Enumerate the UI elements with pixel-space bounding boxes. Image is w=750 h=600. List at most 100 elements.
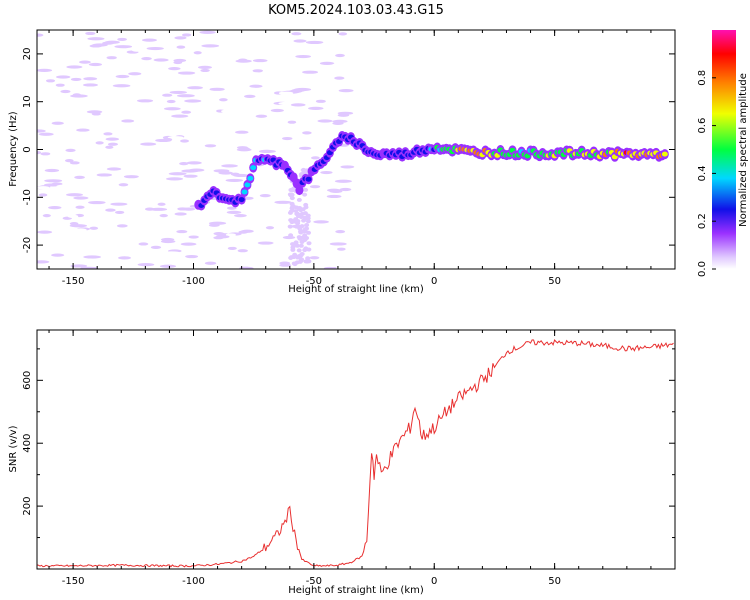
spectrogram-speckle bbox=[141, 57, 152, 61]
spectrogram-speckle bbox=[70, 264, 88, 268]
spectrogram-speckle bbox=[74, 228, 87, 232]
spectrogram-speckle bbox=[287, 120, 297, 124]
y-tick-label: 400 bbox=[22, 434, 33, 453]
spectrogram-speckle bbox=[299, 224, 305, 229]
spectrogram-speckle bbox=[302, 248, 308, 253]
spectrogram-speckle bbox=[163, 107, 181, 111]
spectrogram-speckle bbox=[167, 146, 185, 150]
spectrogram-speckle bbox=[287, 210, 293, 215]
spectrogram-speckle bbox=[289, 123, 305, 128]
spectrogram-speckle bbox=[338, 89, 354, 93]
colorbar-tick-label: 0.4 bbox=[697, 165, 708, 181]
spectrogram-speckle bbox=[298, 172, 304, 177]
spectrogram-speckle bbox=[81, 124, 90, 128]
spectrogram-speckle bbox=[123, 175, 139, 179]
spectrogram-speckle bbox=[213, 231, 225, 236]
spectrogram-speckle bbox=[238, 58, 248, 62]
spectrogram-speckle bbox=[103, 132, 113, 136]
spectrogram-speckle bbox=[138, 183, 156, 187]
colorbar-tick-label: 0.0 bbox=[697, 261, 708, 277]
spectrogram-ridge-cell bbox=[661, 151, 668, 157]
spectrogram-speckle bbox=[132, 145, 147, 149]
spectrogram-speckle bbox=[301, 74, 311, 78]
spectrogram-speckle bbox=[176, 94, 195, 98]
y-tick-label: -20 bbox=[22, 237, 33, 253]
x-tick-label: -150 bbox=[62, 276, 85, 287]
spectrogram-speckle bbox=[157, 202, 166, 206]
snr-x-label: Height of straight line (km) bbox=[288, 585, 424, 596]
spectrogram-speckle bbox=[337, 113, 350, 117]
spectrogram-speckle bbox=[250, 106, 268, 110]
spectrogram-speckle bbox=[69, 224, 88, 228]
spectrogram-speckle bbox=[159, 264, 177, 268]
spectrogram-speckle bbox=[114, 210, 125, 215]
spectrogram-speckle bbox=[251, 263, 264, 268]
spectrogram-speckle bbox=[293, 205, 299, 210]
spectrogram-speckle bbox=[226, 206, 237, 210]
spectrogram-speckle bbox=[50, 219, 60, 223]
spectrogram-speckle bbox=[162, 93, 173, 97]
x-tick-label: -50 bbox=[306, 276, 322, 287]
spectrogram-speckle bbox=[289, 196, 295, 201]
spectrogram-speckle bbox=[169, 90, 187, 95]
spectrogram-speckle bbox=[304, 122, 321, 126]
spectrogram-speckle bbox=[201, 44, 220, 48]
spectrogram-speckle bbox=[73, 196, 89, 200]
spectrogram-speckle bbox=[223, 175, 233, 179]
spectrogram-speckle bbox=[211, 161, 230, 166]
colorbar: 0.0 0.2 0.4 0.6 0.8 Normalized spectral ampl… bbox=[697, 30, 749, 277]
spectrogram-speckle bbox=[221, 164, 238, 168]
spectrogram-speckle bbox=[146, 46, 164, 51]
spectrogram-speckle bbox=[121, 119, 135, 123]
spectrogram-speckle bbox=[289, 192, 295, 197]
spectrogram-ridge-cell bbox=[238, 197, 245, 203]
spectrogram-speckle bbox=[301, 229, 307, 234]
spectrogram-speckle bbox=[241, 45, 257, 49]
spectrogram-speckle bbox=[258, 229, 275, 233]
spectrogram-speckle bbox=[105, 208, 116, 212]
spectrogram-speckle bbox=[337, 247, 346, 251]
spectrogram-speckle bbox=[288, 218, 294, 223]
spectrogram-speckle bbox=[128, 72, 142, 76]
spectrogram-speckle bbox=[336, 266, 351, 269]
spectrogram-speckle bbox=[52, 228, 67, 233]
spectrogram-speckle bbox=[95, 141, 104, 145]
spectrogram-speckle bbox=[338, 32, 348, 36]
spectrogram-speckle bbox=[227, 246, 237, 250]
spectrogram-speckle bbox=[83, 77, 98, 81]
spectrogram-speckle bbox=[288, 233, 294, 238]
spectrogram-speckle bbox=[105, 145, 114, 149]
spectrogram-speckle bbox=[56, 56, 66, 61]
spectrogram-speckle bbox=[279, 263, 292, 267]
spectrogram-speckle bbox=[37, 186, 50, 190]
spectrogram-speckle bbox=[159, 214, 168, 218]
spectrogram-speckle bbox=[179, 162, 189, 166]
spectrogram-speckle bbox=[302, 238, 308, 243]
spectrogram-speckle bbox=[308, 106, 324, 110]
spectrogram-speckle bbox=[106, 167, 122, 171]
spectrogram-speckle bbox=[332, 119, 348, 123]
spectrogram-speckle bbox=[290, 242, 296, 247]
spectrogram-speckle bbox=[228, 110, 245, 115]
spectrogram-speckle bbox=[337, 224, 347, 229]
spectrogram-speckle bbox=[83, 83, 98, 87]
spectrogram-speckle bbox=[85, 31, 96, 36]
spectrogram-speckle bbox=[76, 128, 90, 132]
spectrogram-speckle bbox=[193, 51, 202, 55]
spectrogram-speckle bbox=[299, 211, 305, 216]
spectrogram-speckle bbox=[313, 220, 329, 224]
spectrogram-speckle bbox=[305, 40, 324, 45]
spectrogram-speckle bbox=[110, 87, 119, 91]
spectrogram-speckle bbox=[171, 114, 189, 118]
spectrogram-speckle bbox=[166, 99, 176, 104]
x-tick-label: -150 bbox=[62, 576, 85, 587]
spectrogram-speckle bbox=[320, 170, 333, 175]
spectrogram-speckle bbox=[173, 60, 183, 65]
spectrogram-speckle bbox=[204, 144, 217, 148]
spectrogram-speckle bbox=[311, 156, 320, 160]
spectrogram-speckle bbox=[252, 247, 270, 251]
spectrogram-speckle bbox=[196, 41, 209, 46]
spectrogram-speckle bbox=[107, 142, 119, 146]
